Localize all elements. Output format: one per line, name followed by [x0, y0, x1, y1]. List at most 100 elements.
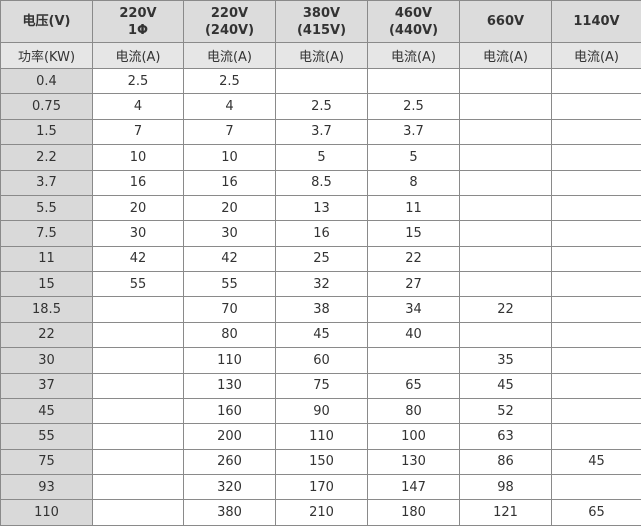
- current-cell: [459, 270, 552, 298]
- current-cell: [275, 67, 368, 95]
- current-cell: 147: [367, 473, 460, 501]
- current-cell: 40: [367, 321, 460, 349]
- power-cell: 0.75: [0, 93, 93, 120]
- current-cell: [367, 347, 460, 374]
- current-cell: 22: [367, 245, 460, 273]
- power-cell: 22: [0, 321, 93, 349]
- current-cell: 52: [459, 397, 552, 425]
- current-cell: [551, 220, 641, 247]
- current-cell: 110: [183, 347, 276, 374]
- current-cell: 32: [275, 270, 368, 298]
- current-cell: [551, 473, 641, 501]
- current-cell: 200: [183, 423, 276, 450]
- power-cell: 55: [0, 423, 93, 450]
- current-cell: [551, 144, 641, 171]
- current-cell: [459, 321, 552, 349]
- current-cell: 70: [183, 296, 276, 323]
- current-cell: 65: [367, 372, 460, 399]
- current-cell: 10: [92, 144, 184, 171]
- header-row: 电压(V) 220V 1Φ 220V (240V) 380V (415V) 460V (440V…: [0, 0, 641, 43]
- current-cell: 22: [459, 296, 552, 323]
- current-cell: [92, 372, 184, 399]
- data-row: 7.5 30 30 16 15: [0, 220, 641, 247]
- current-cell: 100: [367, 423, 460, 450]
- subheader-cell: 电流(A): [183, 42, 276, 69]
- current-cell: 63: [459, 423, 552, 450]
- header-cell: 电压(V): [0, 0, 93, 43]
- current-cell: [551, 270, 641, 298]
- current-cell: 80: [367, 397, 460, 425]
- current-cell: [551, 296, 641, 323]
- current-cell: 7: [92, 118, 184, 146]
- current-cell: 90: [275, 397, 368, 425]
- power-cell: 11: [0, 245, 93, 273]
- current-cell: 320: [183, 473, 276, 501]
- current-cell: 2.5: [275, 93, 368, 120]
- current-cell: 34: [367, 296, 460, 323]
- current-cell: 45: [551, 448, 641, 476]
- power-cell: 5.5: [0, 194, 93, 222]
- subheader-cell: 功率(KW): [0, 42, 93, 69]
- current-cell: [551, 169, 641, 196]
- current-cell: [459, 144, 552, 171]
- header-text: 220V: [119, 5, 157, 21]
- header-text: 电压(V): [22, 14, 71, 29]
- current-cell: 20: [92, 194, 184, 222]
- current-cell: [459, 93, 552, 120]
- header-text: 460V: [394, 5, 433, 21]
- header-text: 1Φ: [127, 22, 149, 38]
- subheader-cell: 电流(A): [92, 42, 184, 69]
- header-text: 380V: [302, 5, 341, 21]
- current-cell: 8: [367, 169, 460, 196]
- current-cell: [92, 448, 184, 476]
- current-cell: 30: [92, 220, 184, 247]
- data-row: 55 200 110 100 63: [0, 423, 641, 450]
- power-cell: 45: [0, 397, 93, 425]
- header-cell: 220V 1Φ: [92, 0, 184, 43]
- current-cell: 8.5: [275, 169, 368, 196]
- current-cell: 55: [92, 270, 184, 298]
- current-cell: 27: [367, 270, 460, 298]
- subheader-row: 功率(KW) 电流(A) 电流(A) 电流(A) 电流(A) 电流(A) 电流(A): [0, 42, 641, 69]
- current-cell: 55: [183, 270, 276, 298]
- power-cell: 0.4: [0, 67, 93, 95]
- data-row: 22 80 45 40: [0, 321, 641, 349]
- current-cell: [551, 67, 641, 95]
- power-cell: 75: [0, 448, 93, 476]
- current-cell: [551, 93, 641, 120]
- header-text: 220V: [210, 5, 249, 21]
- power-cell: 1.5: [0, 118, 93, 146]
- data-row: 93 320 170 147 98: [0, 473, 641, 501]
- data-row: 15 55 55 32 27: [0, 270, 641, 298]
- power-cell: 110: [0, 499, 93, 526]
- current-cell: 2.5: [183, 67, 276, 95]
- current-cell: 42: [183, 245, 276, 273]
- header-text: (240V): [204, 22, 255, 38]
- current-cell: 38: [275, 296, 368, 323]
- data-row: 0.4 2.5 2.5: [0, 67, 641, 95]
- current-cell: 3.7: [367, 118, 460, 146]
- data-row: 1.5 7 7 3.7 3.7: [0, 118, 641, 146]
- current-cell: 210: [275, 499, 368, 526]
- current-cell: 11: [367, 194, 460, 222]
- data-row: 11 42 42 25 22: [0, 245, 641, 273]
- current-cell: 160: [183, 397, 276, 425]
- current-cell: 25: [275, 245, 368, 273]
- power-cell: 93: [0, 473, 93, 501]
- current-cell: [92, 321, 184, 349]
- current-cell: 10: [183, 144, 276, 171]
- current-cell: 13: [275, 194, 368, 222]
- current-cell: 2.5: [367, 93, 460, 120]
- header-text: 1140V: [573, 14, 620, 29]
- current-cell: 110: [275, 423, 368, 450]
- current-cell: [459, 169, 552, 196]
- current-cell: [459, 245, 552, 273]
- current-cell: 80: [183, 321, 276, 349]
- current-cell: 121: [459, 499, 552, 526]
- current-cell: 130: [183, 372, 276, 399]
- current-cell: 60: [275, 347, 368, 374]
- power-cell: 37: [0, 372, 93, 399]
- header-text: (415V): [296, 22, 347, 38]
